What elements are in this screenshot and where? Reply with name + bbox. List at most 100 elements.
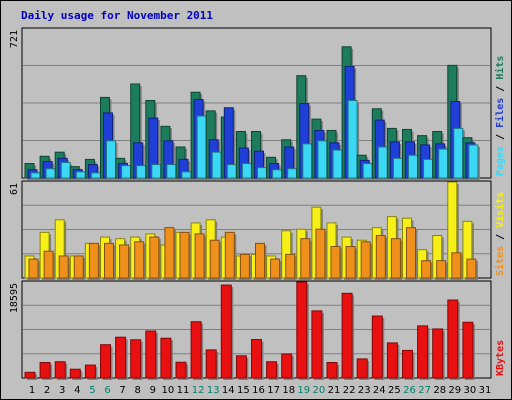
bar-kbytes-day-28 (432, 328, 444, 379)
bar-kbytes-day-21 (326, 362, 338, 379)
bar-kbytes-day-5 (84, 364, 96, 379)
side-legend-2: Sites / Visits (494, 192, 506, 276)
bar-pages-day-17 (272, 169, 283, 179)
day-label-7: 7 (119, 385, 125, 396)
legend-separator: / (495, 128, 506, 146)
bar-pages-day-27 (423, 158, 434, 179)
bar-sites-day-25 (390, 238, 401, 279)
bar-kbytes-day-22 (341, 292, 353, 379)
day-label-8: 8 (135, 385, 141, 396)
bar-sites-day-9 (149, 236, 160, 279)
bar-kbytes-day-26 (402, 349, 413, 379)
bar-kbytes-day-24 (371, 315, 383, 379)
bar-kbytes-day-30 (462, 321, 474, 379)
bar-kbytes-day-1 (24, 371, 36, 379)
legend-visits: Visits (494, 192, 506, 228)
bar-kbytes-day-16 (251, 339, 262, 379)
bar-sites-day-10 (164, 227, 175, 279)
bar-sites-day-14 (224, 231, 235, 279)
bar-kbytes-day-12 (190, 321, 202, 379)
side-legend-1: Pages / Files / Hits (494, 56, 506, 176)
day-label-19: 19 (297, 385, 310, 396)
bar-sites-day-15 (239, 253, 250, 279)
bar-kbytes-day-8 (130, 339, 142, 379)
bar-pages-day-26 (408, 154, 418, 179)
day-label-15: 15 (237, 385, 250, 396)
bar-sites-day-30 (466, 258, 477, 279)
bar-sites-day-4 (73, 255, 84, 279)
day-label-11: 11 (177, 385, 190, 396)
bar-sites-day-23 (360, 241, 371, 279)
legend-separator: / (495, 228, 506, 246)
bar-sites-day-28 (436, 260, 447, 279)
bar-kbytes-day-27 (417, 325, 429, 379)
legend-kbytes: KBytes (495, 340, 506, 376)
bar-pages-day-22 (347, 100, 358, 179)
bar-kbytes-day-17 (266, 361, 278, 379)
day-label-16: 16 (252, 385, 265, 396)
bar-pages-day-9 (151, 164, 162, 179)
bar-sites-day-3 (58, 255, 69, 279)
bar-sites-day-12 (194, 233, 205, 279)
day-label-9: 9 (150, 385, 156, 396)
day-label-4: 4 (74, 385, 80, 396)
bar-pages-day-28 (438, 148, 449, 179)
bar-sites-day-5 (88, 242, 99, 279)
day-label-23: 23 (358, 385, 371, 396)
bar-pages-day-23 (362, 163, 373, 179)
bar-sites-day-17 (270, 258, 281, 279)
bar-pages-day-11 (181, 171, 192, 179)
bar-sites-day-22 (345, 246, 356, 279)
bar-pages-day-4 (75, 171, 86, 179)
max-label: 61 (9, 183, 20, 195)
bar-pages-day-1 (30, 172, 41, 179)
bar-sites-day-11 (179, 231, 190, 279)
bar-sites-day-16 (255, 242, 265, 279)
bar-pages-day-21 (332, 149, 343, 179)
bar-sites-day-13 (209, 239, 220, 279)
day-label-14: 14 (222, 385, 235, 396)
bar-sites-day-24 (375, 235, 386, 279)
bar-sites-day-27 (421, 260, 432, 279)
bar-pages-day-5 (90, 172, 101, 179)
legend-pages: Pages (495, 146, 506, 176)
bar-pages-day-2 (45, 168, 56, 179)
max-label: 18595 (9, 283, 20, 313)
legend-hits: Hits (494, 56, 506, 80)
bar-pages-day-29 (453, 127, 464, 179)
bar-kbytes-day-11 (175, 361, 187, 379)
bar-sites-day-26 (406, 227, 416, 279)
day-label-28: 28 (433, 385, 446, 396)
day-label-6: 6 (104, 385, 110, 396)
day-label-3: 3 (59, 385, 65, 396)
day-label-22: 22 (343, 385, 356, 396)
bar-kbytes-day-20 (311, 310, 323, 379)
bar-kbytes-day-7 (115, 336, 127, 379)
day-label-30: 30 (464, 385, 477, 396)
bar-pages-day-30 (468, 144, 479, 179)
bar-kbytes-day-29 (447, 299, 459, 379)
day-label-24: 24 (373, 385, 386, 396)
bar-kbytes-day-25 (386, 342, 398, 379)
bar-kbytes-day-23 (356, 358, 368, 379)
day-label-29: 29 (448, 385, 461, 396)
bar-kbytes-day-18 (281, 353, 293, 379)
day-label-1: 1 (29, 385, 35, 396)
bar-sites-day-20 (315, 228, 326, 279)
bar-sites-day-21 (330, 246, 341, 279)
bar-kbytes-day-6 (100, 344, 111, 379)
bar-sites-day-18 (285, 253, 296, 279)
bar-kbytes-day-9 (145, 330, 157, 379)
legend-separator: / (495, 80, 506, 98)
bar-sites-day-7 (119, 244, 130, 279)
bar-kbytes-day-10 (160, 337, 172, 379)
day-label-5: 5 (89, 385, 95, 396)
bar-pages-day-7 (121, 165, 132, 179)
day-label-25: 25 (388, 385, 401, 396)
day-label-21: 21 (328, 385, 341, 396)
bar-sites-day-2 (43, 250, 54, 279)
chart-title: Daily usage for November 2011 (21, 9, 214, 22)
bar-kbytes-day-15 (235, 355, 247, 379)
bar-pages-day-6 (106, 140, 116, 179)
